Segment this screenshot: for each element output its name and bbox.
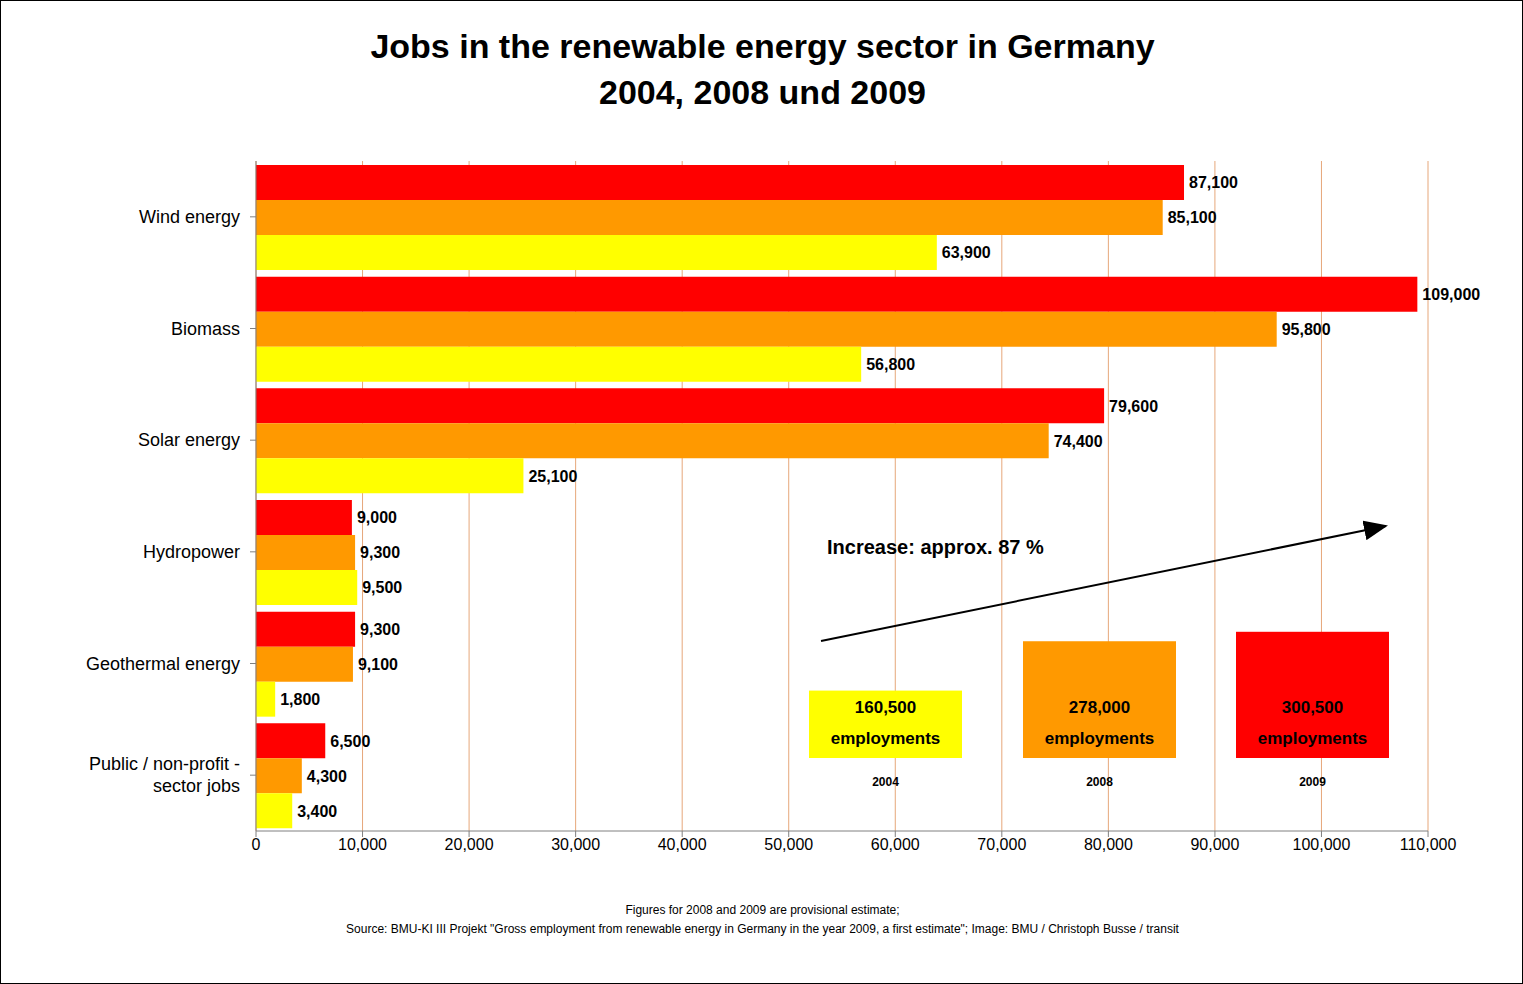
svg-text:Wind energy: Wind energy <box>139 207 240 227</box>
html-text:2004, 2008 und 2009: 2004, 2008 und 2009 <box>599 73 926 111</box>
svg-text:4,300: 4,300 <box>307 768 347 785</box>
svg-text:6,500: 6,500 <box>330 733 370 750</box>
svg-text:10,000: 10,000 <box>338 836 387 853</box>
svg-text:56,800: 56,800 <box>866 356 915 373</box>
svg-text:160,500: 160,500 <box>855 698 916 717</box>
svg-text:9,300: 9,300 <box>360 621 400 638</box>
svg-text:Geothermal energy: Geothermal energy <box>86 654 240 674</box>
svg-text:Biomass: Biomass <box>171 319 240 339</box>
svg-text:9,300: 9,300 <box>360 544 400 561</box>
html-text:Source: BMU-KI III Projekt "Gr: Source: BMU-KI III Projekt "Gross employ… <box>346 922 1179 936</box>
svg-text:2008: 2008 <box>1086 775 1113 789</box>
svg-text:63,900: 63,900 <box>942 244 991 261</box>
svg-text:80,000: 80,000 <box>1084 836 1133 853</box>
svg-text:9,100: 9,100 <box>358 656 398 673</box>
svg-text:Solar energy: Solar energy <box>138 430 240 450</box>
svg-text:85,100: 85,100 <box>1168 209 1217 226</box>
svg-text:Hydropower: Hydropower <box>143 542 240 562</box>
svg-text:74,400: 74,400 <box>1054 433 1103 450</box>
svg-text:1,800: 1,800 <box>280 691 320 708</box>
svg-text:300,500: 300,500 <box>1282 698 1343 717</box>
svg-text:278,000: 278,000 <box>1069 698 1130 717</box>
svg-text:20,000: 20,000 <box>445 836 494 853</box>
html-text:Figures for 2008 and 2009 are: Figures for 2008 and 2009 are provisiona… <box>625 903 900 917</box>
svg-text:25,100: 25,100 <box>528 468 577 485</box>
svg-text:3,400: 3,400 <box>297 803 337 820</box>
svg-text:9,500: 9,500 <box>362 579 402 596</box>
svg-text:2004: 2004 <box>872 775 899 789</box>
svg-text:70,000: 70,000 <box>977 836 1026 853</box>
svg-text:employments: employments <box>1045 729 1155 748</box>
svg-text:employments: employments <box>1258 729 1368 748</box>
svg-text:Public / non-profit -sector jo: Public / non-profit -sector jobs <box>89 754 240 796</box>
svg-text:50,000: 50,000 <box>764 836 813 853</box>
svg-text:90,000: 90,000 <box>1190 836 1239 853</box>
svg-text:79,600: 79,600 <box>1109 398 1158 415</box>
svg-text:Increase: approx. 87 %: Increase: approx. 87 % <box>827 536 1044 558</box>
svg-text:employments: employments <box>831 729 941 748</box>
svg-text:30,000: 30,000 <box>551 836 600 853</box>
html-text:Jobs in the renewable energy s: Jobs in the renewable energy sector in G… <box>370 27 1155 65</box>
svg-text:0: 0 <box>252 836 261 853</box>
svg-text:100,000: 100,000 <box>1293 836 1351 853</box>
svg-text:87,100: 87,100 <box>1189 174 1238 191</box>
svg-text:60,000: 60,000 <box>871 836 920 853</box>
svg-text:110,000: 110,000 <box>1400 836 1457 853</box>
svg-text:9,000: 9,000 <box>357 509 397 526</box>
svg-text:40,000: 40,000 <box>658 836 707 853</box>
svg-text:2009: 2009 <box>1299 775 1326 789</box>
svg-text:95,800: 95,800 <box>1282 321 1331 338</box>
svg-text:109,000: 109,000 <box>1422 286 1480 303</box>
